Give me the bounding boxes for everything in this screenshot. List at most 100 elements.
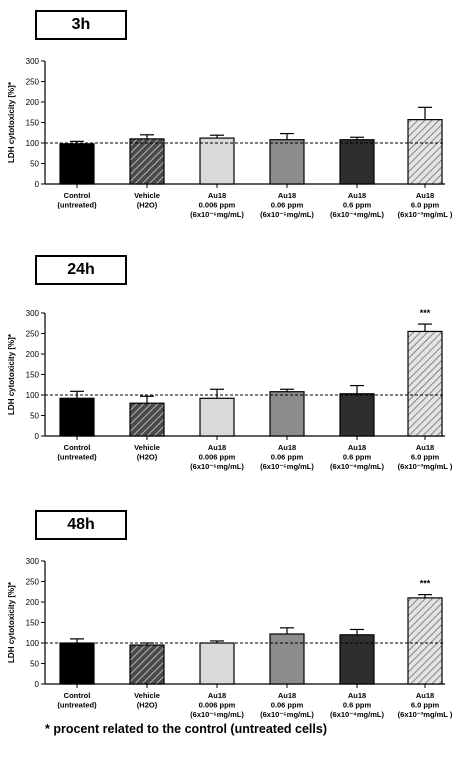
- x-category-label: Au18: [208, 191, 226, 200]
- y-tick-label: 250: [26, 78, 40, 87]
- bar: [407, 597, 443, 685]
- x-category-label: (6x10⁻⁴mg/mL): [330, 462, 384, 471]
- x-category-label: (6x10⁻³mg/mL ): [398, 462, 453, 471]
- panel-title-24h: 24h: [35, 255, 127, 285]
- x-category-label: (6x10⁻⁶mg/mL): [190, 710, 244, 719]
- x-category-label: 0.006 ppm: [199, 201, 236, 210]
- x-category-label: 0.06 ppm: [271, 701, 304, 710]
- bar: [199, 137, 235, 185]
- x-category-label: Control: [64, 191, 91, 200]
- x-category-label: Au18: [416, 191, 434, 200]
- bar: [59, 397, 95, 437]
- bar: [59, 642, 95, 685]
- y-tick-label: 150: [26, 371, 40, 380]
- y-tick-label: 100: [26, 639, 40, 648]
- y-axis-title: LDH cytotoxicity [%]*: [7, 81, 16, 163]
- bar: [199, 642, 235, 685]
- y-axis-title: LDH cytotoxicity [%]*: [7, 333, 16, 415]
- x-category-label: Vehicle: [134, 691, 160, 700]
- x-category-label: Au18: [416, 443, 434, 452]
- x-category-label: Au18: [348, 691, 366, 700]
- x-category-label: (H2O): [137, 201, 158, 210]
- x-category-label: (H2O): [137, 701, 158, 710]
- x-category-label: 6.0 ppm: [411, 701, 440, 710]
- x-category-label: 6.0 ppm: [411, 453, 440, 462]
- x-category-label: Control: [64, 443, 91, 452]
- x-category-label: 0.006 ppm: [199, 453, 236, 462]
- bar-chart-3h: 0 50 100 150 200 250 300 LDH cytotoxicity [%]* C…: [7, 57, 453, 219]
- y-tick-label: 100: [26, 139, 40, 148]
- y-tick-label: 150: [26, 619, 40, 628]
- x-category-label: 0.6 ppm: [343, 201, 372, 210]
- bar: [407, 330, 443, 437]
- x-category-label: 0.6 ppm: [343, 701, 372, 710]
- bar: [129, 644, 165, 685]
- chart-panel-48h: 48h 0 50 100 150 200 250 300 LDH cytotoxicity […: [0, 500, 474, 719]
- x-category-label: (6x10⁻⁵mg/mL): [260, 710, 314, 719]
- x-category-label: Au18: [348, 443, 366, 452]
- x-category-label: (untreated): [57, 701, 97, 710]
- bar: [339, 634, 375, 685]
- x-category-label: (6x10⁻⁶mg/mL): [190, 462, 244, 471]
- bar: [407, 119, 443, 185]
- x-category-label: (6x10⁻⁴mg/mL): [330, 710, 384, 719]
- y-axis-title: LDH cytotoxicity [%]*: [7, 581, 16, 663]
- bar-chart-48h: 0 50 100 150 200 250 300 LDH cytotoxicity [%]* *…: [7, 557, 453, 719]
- x-category-label: Au18: [208, 691, 226, 700]
- x-category-label: Control: [64, 691, 91, 700]
- y-tick-label: 0: [35, 680, 40, 689]
- significance-marker: ***: [420, 579, 431, 589]
- x-category-label: (6x10⁻³mg/mL ): [398, 710, 453, 719]
- y-tick-label: 100: [26, 391, 40, 400]
- x-category-label: Au18: [348, 191, 366, 200]
- y-tick-label: 200: [26, 598, 40, 607]
- x-category-label: (6x10⁻³mg/mL ): [398, 210, 453, 219]
- bar: [269, 391, 305, 437]
- x-category-label: (untreated): [57, 453, 97, 462]
- x-category-label: Vehicle: [134, 191, 160, 200]
- x-category-label: Au18: [278, 191, 296, 200]
- x-category-label: 6.0 ppm: [411, 201, 440, 210]
- x-category-label: Au18: [278, 691, 296, 700]
- x-category-label: (6x10⁻⁵mg/mL): [260, 210, 314, 219]
- bar: [269, 139, 305, 185]
- x-category-label: Au18: [278, 443, 296, 452]
- x-category-label: 0.6 ppm: [343, 453, 372, 462]
- x-category-label: Au18: [416, 691, 434, 700]
- y-tick-label: 50: [30, 160, 39, 169]
- y-tick-label: 0: [35, 180, 40, 189]
- y-tick-label: 250: [26, 330, 40, 339]
- bar: [199, 397, 235, 437]
- y-tick-label: 300: [26, 557, 40, 566]
- bar: [339, 139, 375, 185]
- bar: [339, 393, 375, 437]
- x-category-label: (H2O): [137, 453, 158, 462]
- x-category-label: 0.006 ppm: [199, 701, 236, 710]
- x-category-label: (6x10⁻⁶mg/mL): [190, 210, 244, 219]
- x-category-label: (6x10⁻⁴mg/mL): [330, 210, 384, 219]
- y-tick-label: 150: [26, 119, 40, 128]
- x-category-label: 0.06 ppm: [271, 453, 304, 462]
- y-tick-label: 0: [35, 432, 40, 441]
- bar-chart-24h: 0 50 100 150 200 250 300 LDH cytotoxicity [%]* *…: [7, 308, 453, 471]
- bar: [129, 138, 165, 185]
- x-category-label: Vehicle: [134, 443, 160, 452]
- y-tick-label: 200: [26, 98, 40, 107]
- chart-panel-24h: 24h 0 50 100 150 200 250 300 LDH cytotoxicity […: [0, 250, 474, 500]
- chart-panel-3h: 3h 0 50 100 150 200 250 300 LDH cytotoxicity [%…: [0, 0, 474, 250]
- y-tick-label: 300: [26, 309, 40, 318]
- y-tick-label: 200: [26, 350, 40, 359]
- y-tick-label: 50: [30, 660, 39, 669]
- bar: [129, 402, 165, 437]
- x-category-label: (6x10⁻⁵mg/mL): [260, 462, 314, 471]
- y-tick-label: 250: [26, 578, 40, 587]
- footnote: * procent related to the control (untrea…: [45, 722, 327, 736]
- bar: [269, 633, 305, 685]
- y-tick-label: 50: [30, 412, 39, 421]
- x-category-label: (untreated): [57, 201, 97, 210]
- bar: [59, 143, 95, 185]
- panel-title-3h: 3h: [35, 10, 127, 40]
- y-tick-label: 300: [26, 57, 40, 66]
- panel-title-48h: 48h: [35, 510, 127, 540]
- x-category-label: 0.06 ppm: [271, 201, 304, 210]
